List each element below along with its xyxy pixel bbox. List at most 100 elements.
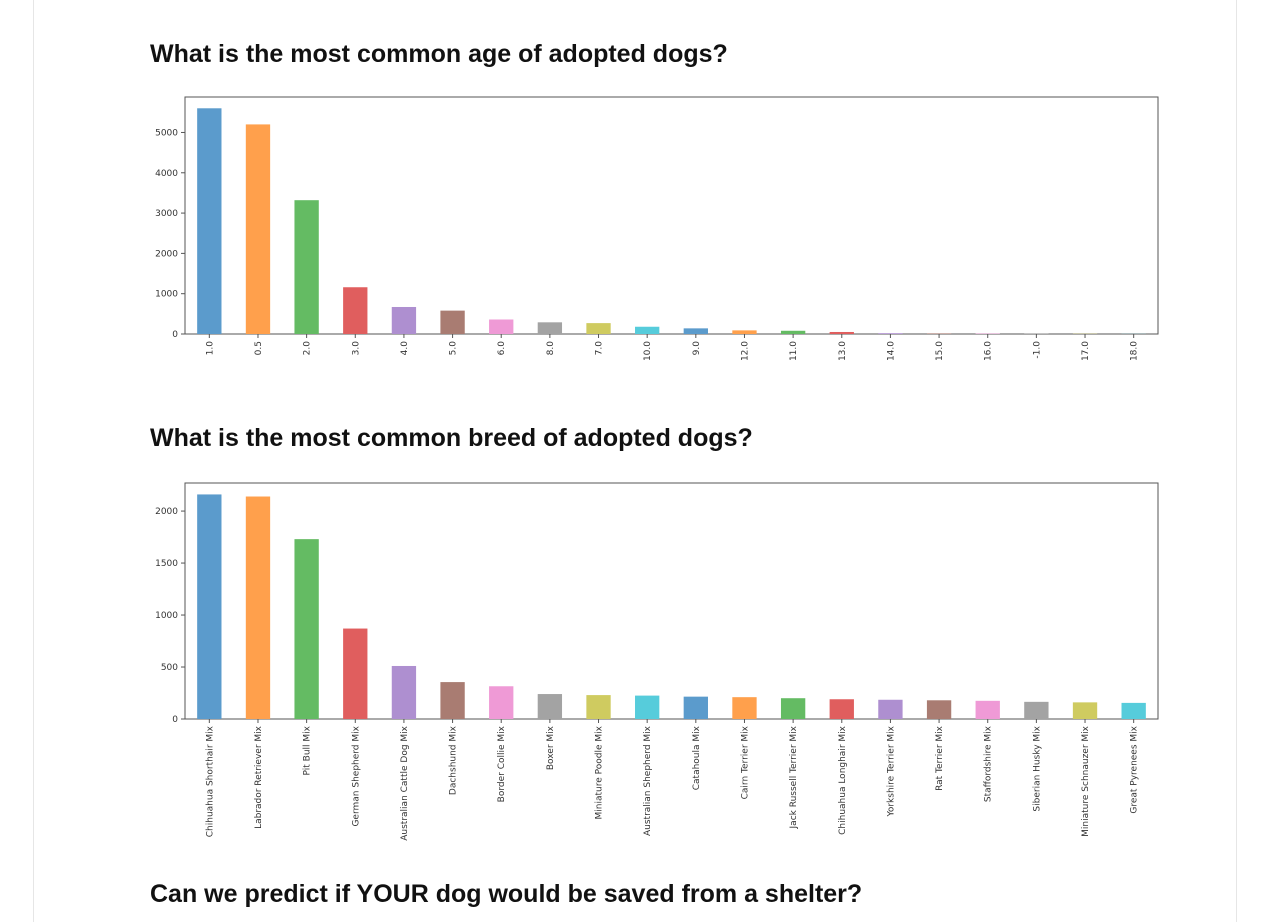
x-tick-label: Pit Bull Mix bbox=[303, 725, 313, 775]
x-tick: 8.0 bbox=[546, 334, 556, 355]
x-tick-label: Boxer Mix bbox=[546, 725, 556, 770]
x-tick: 17.0 bbox=[1081, 334, 1091, 361]
x-tick-label: 3.0 bbox=[351, 341, 361, 356]
bar bbox=[537, 694, 563, 719]
y-tick: 1500 bbox=[155, 559, 185, 569]
bar bbox=[780, 330, 806, 334]
x-tick: 13.0 bbox=[838, 334, 848, 361]
y-tick: 2000 bbox=[155, 507, 185, 517]
x-tick-label: 7.0 bbox=[595, 341, 605, 356]
x-tick: 11.0 bbox=[789, 334, 799, 361]
bar bbox=[197, 108, 222, 335]
y-tick-label: 1000 bbox=[155, 611, 178, 621]
x-tick: Yorkshire Terrier Mix bbox=[886, 719, 896, 817]
bar bbox=[391, 306, 417, 334]
x-tick: 14.0 bbox=[886, 334, 896, 361]
y-tick-label: 0 bbox=[172, 330, 178, 340]
bar bbox=[489, 686, 514, 719]
bar bbox=[245, 124, 271, 334]
x-tick-label: 16.0 bbox=[984, 341, 994, 361]
x-tick-label: Miniature Schnauzer Mix bbox=[1081, 725, 1091, 836]
y-tick-label: 4000 bbox=[155, 169, 178, 179]
bar bbox=[635, 695, 660, 719]
x-tick: 4.0 bbox=[400, 334, 410, 355]
bar bbox=[829, 699, 854, 719]
y-tick: 3000 bbox=[155, 209, 185, 219]
y-tick: 1000 bbox=[155, 611, 185, 621]
x-tick-label: 18.0 bbox=[1130, 341, 1140, 361]
y-tick-label: 5000 bbox=[155, 128, 178, 138]
notebook-page bbox=[33, 0, 1237, 922]
x-tick: Catahoula Mix bbox=[692, 719, 702, 790]
bar bbox=[294, 539, 319, 719]
x-tick-label: Yorkshire Terrier Mix bbox=[886, 725, 896, 817]
x-tick: Dachshund Mix bbox=[449, 719, 459, 795]
bar bbox=[829, 331, 854, 334]
bar bbox=[537, 322, 563, 334]
y-tick: 2000 bbox=[155, 249, 185, 259]
y-tick: 0 bbox=[172, 715, 185, 725]
x-tick: Pit Bull Mix bbox=[303, 719, 313, 775]
bar bbox=[635, 326, 660, 334]
bar bbox=[586, 323, 611, 334]
predict-section-heading: Can we predict if YOUR dog would be save… bbox=[150, 880, 863, 908]
x-tick-label: Rat Terrier Mix bbox=[935, 725, 945, 791]
x-tick: 18.0 bbox=[1130, 334, 1140, 361]
bar bbox=[780, 698, 806, 719]
x-tick: Jack Russell Terrier Mix bbox=[789, 719, 799, 829]
bar bbox=[1121, 702, 1146, 719]
breed-section-heading: What is the most common breed of adopted… bbox=[150, 424, 753, 452]
x-tick: Great Pyrenees Mix bbox=[1130, 719, 1140, 814]
x-tick-label: 8.0 bbox=[546, 341, 556, 356]
y-tick: 1000 bbox=[155, 290, 185, 300]
x-tick-label: 11.0 bbox=[789, 341, 799, 361]
bar bbox=[440, 682, 465, 719]
x-tick: 10.0 bbox=[643, 334, 653, 361]
x-tick: 16.0 bbox=[984, 334, 994, 361]
bar bbox=[926, 700, 952, 719]
x-tick: 7.0 bbox=[595, 334, 605, 355]
x-tick: 6.0 bbox=[497, 334, 507, 355]
bar bbox=[343, 628, 368, 719]
x-tick-label: 12.0 bbox=[740, 341, 750, 361]
bar bbox=[586, 695, 611, 719]
y-tick-label: 2000 bbox=[155, 249, 178, 259]
age-section-heading: What is the most common age of adopted d… bbox=[150, 40, 728, 68]
x-tick-label: 2.0 bbox=[303, 341, 313, 356]
x-tick: Labrador Retriever Mix bbox=[254, 719, 264, 829]
bar bbox=[294, 200, 319, 334]
x-tick-label: Cairn Terrier Mix bbox=[740, 725, 750, 799]
x-tick: Miniature Poodle Mix bbox=[595, 719, 605, 819]
y-tick-label: 3000 bbox=[155, 209, 178, 219]
x-tick-label: 6.0 bbox=[497, 341, 507, 356]
x-tick-label: 10.0 bbox=[643, 341, 653, 361]
x-tick-label: Catahoula Mix bbox=[692, 725, 702, 790]
x-tick-label: Chihuahua Shorthair Mix bbox=[205, 725, 215, 837]
x-tick-label: 13.0 bbox=[838, 341, 848, 361]
x-tick: German Shepherd Mix bbox=[351, 719, 361, 827]
bar bbox=[878, 333, 903, 334]
x-tick-label: Siberian Husky Mix bbox=[1032, 725, 1042, 811]
x-tick-label: Dachshund Mix bbox=[449, 725, 459, 795]
x-tick-label: German Shepherd Mix bbox=[351, 725, 361, 826]
x-tick: 2.0 bbox=[303, 334, 313, 355]
y-tick: 4000 bbox=[155, 169, 185, 179]
y-tick-label: 2000 bbox=[155, 507, 178, 517]
x-tick: Boxer Mix bbox=[546, 719, 556, 770]
x-tick: Australian Shepherd Mix bbox=[643, 719, 653, 836]
x-tick: Miniature Schnauzer Mix bbox=[1081, 719, 1091, 837]
bar bbox=[1072, 702, 1098, 719]
x-tick: Chihuahua Shorthair Mix bbox=[205, 719, 215, 837]
x-tick: -1.0 bbox=[1032, 334, 1042, 359]
x-tick-label: Miniature Poodle Mix bbox=[595, 725, 605, 819]
x-tick-label: Labrador Retriever Mix bbox=[254, 725, 264, 829]
bar bbox=[732, 697, 757, 719]
x-tick-label: 4.0 bbox=[400, 341, 410, 356]
plot-area-frame bbox=[184, 482, 1159, 720]
age-bar-chart: 0 1000 2000 3000 4000 5000 1.0 0.5 2.0 3.0 4.0 5.0 6… bbox=[155, 96, 1159, 361]
bar bbox=[683, 328, 708, 334]
x-tick-label: Staffordshire Mix bbox=[984, 725, 994, 802]
x-tick-label: Australian Cattle Dog Mix bbox=[400, 725, 410, 840]
x-tick-label: 15.0 bbox=[935, 341, 945, 361]
